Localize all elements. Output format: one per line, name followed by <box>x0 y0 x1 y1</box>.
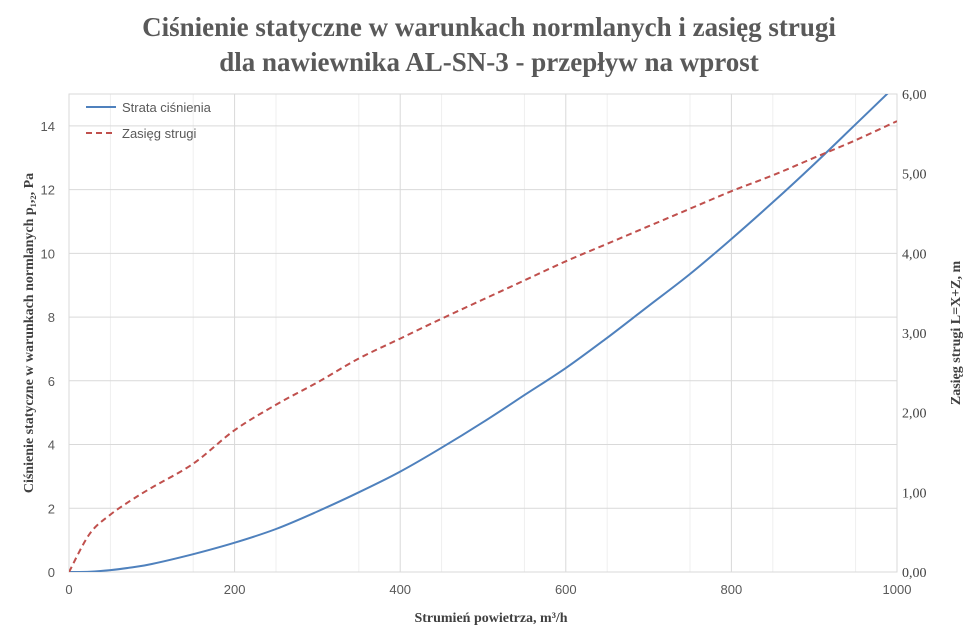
y-tick-label: 10 <box>41 246 55 261</box>
x-tick-label: 600 <box>555 582 577 597</box>
y2-tick-label: 3,00 <box>902 327 927 342</box>
y-axis-label: Ciśnienie statyczne w warunkach normlany… <box>22 173 37 493</box>
y2-tick-label: 2,00 <box>902 407 927 422</box>
series-layer <box>69 94 897 572</box>
plot-area-border <box>68 93 898 573</box>
legend-label-pressure: Strata ciśnienia <box>122 100 212 115</box>
series-line-pressure-loss <box>69 94 889 572</box>
y-tick-label: 0 <box>48 565 55 580</box>
y-tick-label: 6 <box>48 374 55 389</box>
y-tick-label: 14 <box>41 119 55 134</box>
x-tick-label: 400 <box>389 582 411 597</box>
x-tick-label: 200 <box>224 582 246 597</box>
y2-tick-label: 6,00 <box>902 88 927 103</box>
y2-axis-label: Zasięg strugi L=X+Z, m <box>949 261 964 406</box>
x-tick-label: 1000 <box>883 582 912 597</box>
chart-title-line1: Ciśnienie statyczne w warunkach normlany… <box>142 12 836 42</box>
x-tick-label: 800 <box>721 582 743 597</box>
y2-tick-label: 4,00 <box>902 247 927 262</box>
legend: Strata ciśnienia Zasięg strugi <box>86 100 212 141</box>
y-tick-label: 4 <box>48 438 55 453</box>
series-line-throw-range <box>69 120 897 572</box>
gridlines <box>68 93 898 573</box>
y2-tick-label: 5,00 <box>902 168 927 183</box>
x-axis-label: Strumień powietrza, m³/h <box>414 611 567 626</box>
legend-label-range: Zasięg strugi <box>122 126 197 141</box>
y-tick-label: 12 <box>41 183 55 198</box>
y2-tick-label: 0,00 <box>902 566 927 581</box>
chart-title-line2: dla nawiewnika AL-SN-3 - przepływ na wpr… <box>219 47 759 77</box>
y2-tick-label: 1,00 <box>902 486 927 501</box>
y-tick-label: 2 <box>48 501 55 516</box>
tick-labels: 0 200 400 600 800 1000 0 2 4 6 8 10 12 14 0,00 1,00 2,00… <box>41 88 927 597</box>
y-tick-label: 8 <box>48 310 55 325</box>
x-tick-label: 0 <box>65 582 72 597</box>
